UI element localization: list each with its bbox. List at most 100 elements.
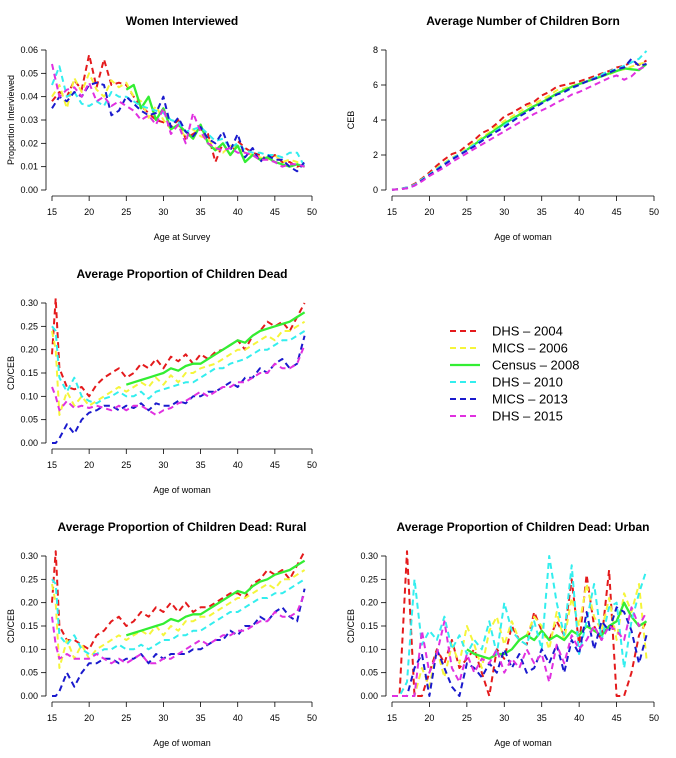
x-tick-label: 15: [47, 460, 57, 470]
x-tick-label: 25: [121, 207, 131, 217]
y-tick-label: 0.30: [20, 298, 38, 308]
x-tick-label: 35: [537, 207, 547, 217]
x-tick-label: 15: [47, 207, 57, 217]
series-line-dhs-2010: [391, 50, 648, 191]
y-tick-label: 0.25: [20, 321, 38, 331]
x-tick-label: 40: [233, 713, 243, 723]
y-tick-label: 0.03: [20, 115, 38, 125]
series-group: [51, 53, 306, 173]
y-tick-label: 0.00: [20, 691, 38, 701]
y-tick-label: 0.10: [360, 644, 378, 654]
x-tick-label: 45: [612, 713, 622, 723]
panel-title: Women Interviewed: [126, 14, 238, 28]
x-axis-label: Age of woman: [153, 485, 211, 495]
panel-3: Average Proportion of Children Dead 15 20 2…: [6, 267, 317, 495]
y-tick-label: 0.15: [360, 621, 378, 631]
y-tick-label: 0.10: [20, 391, 38, 401]
y-tick-label: 0.10: [20, 644, 38, 654]
x-tick-label: 50: [307, 713, 317, 723]
panel-4: Average Proportion of Children Dead: Rur…: [6, 520, 317, 748]
y-tick-label: 8: [373, 45, 378, 55]
y-tick-label: 2: [373, 150, 378, 160]
x-tick-label: 35: [196, 460, 206, 470]
panels: Women Interviewed 15 20 25 30 35 40 45 50 0.00 0.0…: [6, 14, 659, 748]
series-line-dhs-2010: [392, 555, 648, 697]
y-axis-label: CD/CEB: [6, 356, 16, 390]
x-axis-label: Age of woman: [153, 738, 211, 748]
y-tick-label: 0.15: [20, 621, 38, 631]
series-group: [51, 297, 306, 444]
y-tick-label: 0.00: [360, 691, 378, 701]
y-axis-label: Proportion Interviewed: [6, 75, 16, 165]
y-axis-label: CD/CEB: [346, 609, 356, 643]
y-tick-label: 0.02: [20, 138, 38, 148]
y-tick-label: 0.06: [20, 45, 38, 55]
legend-label: MICS – 2013: [492, 392, 568, 407]
series-line-mics-2013: [392, 606, 648, 697]
x-tick-label: 35: [196, 713, 206, 723]
legend-label: DHS – 2015: [492, 409, 563, 424]
x-tick-label: 30: [158, 713, 168, 723]
series-line-dhs-2010: [51, 325, 306, 405]
legend-label: DHS – 2010: [492, 375, 563, 390]
x-tick-label: 50: [307, 460, 317, 470]
y-tick-label: 0.04: [20, 92, 38, 102]
y-tick-label: 0.05: [360, 668, 378, 678]
y-tick-label: 0.30: [20, 551, 38, 561]
x-tick-label: 50: [307, 207, 317, 217]
x-tick-label: 45: [270, 207, 280, 217]
panel-title: Average Number of Children Born: [426, 14, 620, 28]
y-tick-label: 0.25: [360, 574, 378, 584]
y-tick-label: 0.20: [360, 598, 378, 608]
series-line-census-2008: [125, 83, 305, 168]
x-tick-label: 50: [649, 713, 659, 723]
x-tick-label: 20: [84, 713, 94, 723]
series-line-dhs-2004: [51, 550, 306, 651]
x-tick-label: 40: [233, 207, 243, 217]
x-tick-label: 45: [270, 460, 280, 470]
x-tick-label: 20: [424, 207, 434, 217]
x-tick-label: 30: [158, 207, 168, 217]
legend-label: Census – 2008: [492, 358, 579, 373]
series-line-mics-2013: [391, 57, 647, 191]
series-line-dhs-2004: [51, 53, 305, 168]
x-tick-label: 25: [121, 460, 131, 470]
y-tick-label: 0.05: [20, 415, 38, 425]
y-tick-label: 0.05: [20, 668, 38, 678]
series-line-dhs-2015: [51, 63, 305, 168]
series-line-mics-2006: [51, 569, 306, 669]
x-tick-label: 25: [121, 713, 131, 723]
x-tick-label: 15: [387, 207, 397, 217]
series-line-dhs-2015: [392, 606, 648, 697]
x-tick-label: 45: [270, 713, 280, 723]
panel-title: Average Proportion of Children Dead: [77, 267, 288, 281]
x-axis-label: Age at Survey: [154, 232, 211, 242]
panel-title: Average Proportion of Children Dead: Rur…: [58, 520, 307, 534]
x-tick-label: 30: [499, 713, 509, 723]
series-line-dhs-2015: [51, 592, 306, 665]
x-tick-label: 30: [158, 460, 168, 470]
x-axis-label: Age of woman: [494, 232, 552, 242]
x-tick-label: 50: [649, 207, 659, 217]
y-tick-label: 6: [373, 80, 378, 90]
y-axis-label: CEB: [346, 111, 356, 130]
panel-1: Women Interviewed 15 20 25 30 35 40 45 50 0.00 0.0…: [6, 14, 317, 242]
x-tick-label: 20: [84, 207, 94, 217]
x-tick-label: 40: [233, 460, 243, 470]
legend-label: MICS – 2006: [492, 341, 568, 356]
series-line-dhs-2015: [51, 344, 306, 416]
x-tick-label: 40: [574, 207, 584, 217]
series-group: [392, 550, 648, 697]
y-tick-label: 0.00: [20, 185, 38, 195]
x-tick-label: 35: [196, 207, 206, 217]
series-group: [391, 50, 648, 191]
y-tick-label: 0.15: [20, 368, 38, 378]
x-tick-label: 20: [84, 460, 94, 470]
panel-title: Average Proportion of Children Dead: Urb…: [397, 520, 650, 534]
x-tick-label: 15: [387, 713, 397, 723]
x-tick-label: 15: [47, 713, 57, 723]
series-line-census-2008: [125, 559, 306, 637]
y-tick-label: 0.00: [20, 438, 38, 448]
